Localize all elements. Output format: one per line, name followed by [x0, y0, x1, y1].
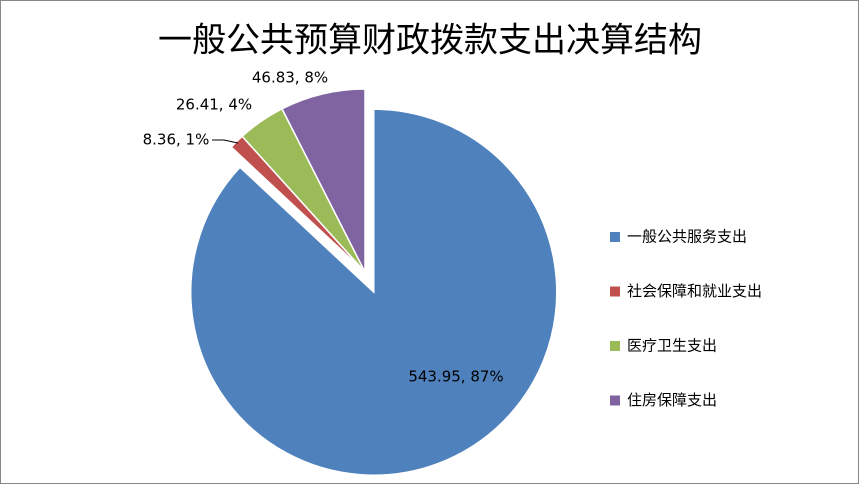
legend-label: 医疗卫生支出	[627, 337, 717, 355]
data-label: 26.41, 4%	[176, 96, 252, 114]
legend-label: 住房保障支出	[627, 391, 717, 409]
data-label: 543.95, 87%	[408, 368, 503, 386]
legend-label: 一般公共服务支出	[627, 228, 747, 246]
data-label: 8.36, 1%	[143, 131, 210, 149]
legend-swatch	[610, 232, 620, 242]
leader-line	[212, 139, 239, 144]
legend-label: 社会保障和就业支出	[627, 282, 762, 300]
pie-slice	[281, 88, 366, 273]
legend-swatch	[610, 341, 620, 351]
legend-swatch	[610, 286, 620, 297]
pie-slice	[190, 108, 558, 476]
chart-title: 一般公共预算财政拨款支出决算结构	[158, 21, 702, 61]
legend-swatch	[610, 395, 620, 406]
data-label: 46.83, 8%	[252, 69, 328, 87]
